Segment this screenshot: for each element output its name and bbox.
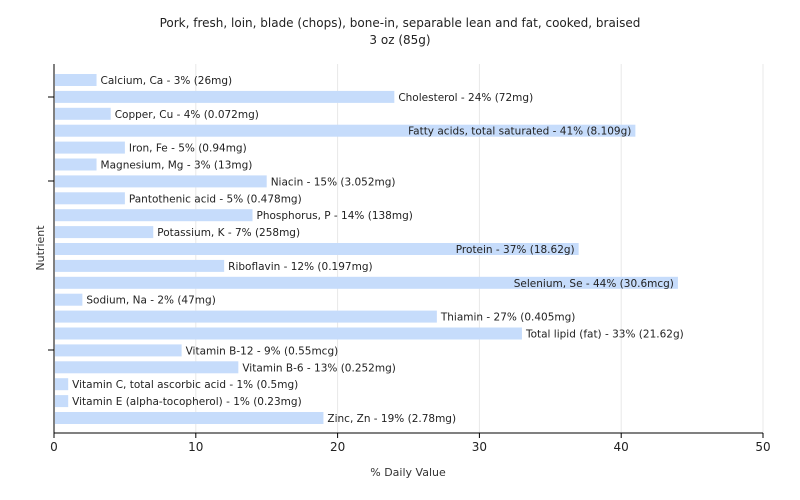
x-tick-label: 30 (472, 440, 487, 454)
x-tick-label: 50 (755, 440, 770, 454)
bar-label: Thiamin - 27% (0.405mg) (440, 312, 576, 324)
bar (55, 361, 239, 374)
bar (55, 276, 678, 289)
bar (55, 226, 154, 239)
bar (55, 175, 267, 188)
bar-label: Calcium, Ca - 3% (26mg) (101, 75, 233, 87)
bar (55, 395, 69, 408)
bar (55, 243, 579, 255)
bar-label: Sodium, Na - 2% (47mg) (86, 295, 215, 307)
bar-label: Vitamin C, total ascorbic acid - 1% (0.5… (72, 379, 298, 391)
bar-label: Magnesium, Mg - 3% (13mg) (101, 160, 253, 172)
bar-label: Phosphorus, P - 14% (138mg) (257, 210, 413, 222)
bar (55, 412, 324, 424)
x-tick-label: 0 (50, 440, 58, 454)
chart-subtitle: 3 oz (85g) (369, 33, 431, 47)
bar-label: Copper, Cu - 4% (0.072mg) (115, 109, 259, 121)
chart-title: Pork, fresh, loin, blade (chops), bone-i… (159, 16, 641, 30)
bar-label: Vitamin B-6 - 13% (0.252mg) (242, 362, 396, 374)
bar-label: Cholesterol - 24% (72mg) (398, 92, 533, 104)
x-tick-label: 20 (330, 440, 345, 454)
bar-label: Vitamin B-12 - 9% (0.55mcg) (186, 345, 339, 357)
bar (55, 141, 125, 154)
bar-labels: Calcium, Ca - 3% (26mg) Cholesterol - 24%… (72, 75, 684, 425)
bar (55, 124, 636, 137)
bar (55, 90, 395, 103)
bar (55, 293, 83, 306)
bar-label: Niacin - 15% (3.052mg) (271, 176, 396, 188)
bar (55, 74, 97, 86)
bars (55, 74, 678, 424)
bar-label: Iron, Fe - 5% (0.94mg) (129, 143, 247, 155)
bar (55, 378, 69, 391)
bar-label: Zinc, Zn - 19% (2.78mg) (327, 413, 456, 425)
bar-label: Vitamin E (alpha-tocopherol) - 1% (0.23m… (72, 396, 302, 408)
y-axis-label: Nutrient (34, 225, 47, 271)
bar (55, 107, 111, 120)
bar (55, 158, 97, 171)
bar-label: Potassium, K - 7% (258mg) (157, 227, 300, 239)
x-tick-label: 40 (614, 440, 629, 454)
bar-label: Fatty acids, total saturated - 41% (8.10… (408, 126, 631, 138)
bar (55, 310, 437, 323)
bar (55, 327, 522, 340)
bar (55, 192, 125, 205)
bar-label: Pantothenic acid - 5% (0.478mg) (129, 193, 302, 205)
bar (55, 259, 225, 272)
bar-label: Total lipid (fat) - 33% (21.62g) (525, 329, 684, 341)
bar-label: Protein - 37% (18.62g) (456, 244, 575, 256)
bar (55, 209, 253, 222)
bar-label: Riboflavin - 12% (0.197mg) (228, 261, 372, 273)
bar (55, 344, 182, 357)
bar-label: Selenium, Se - 44% (30.6mcg) (514, 278, 674, 290)
x-axis-label: % Daily Value (370, 466, 446, 479)
axes: 0 10 20 30 40 50 (48, 64, 771, 454)
x-tick-label: 10 (188, 440, 203, 454)
